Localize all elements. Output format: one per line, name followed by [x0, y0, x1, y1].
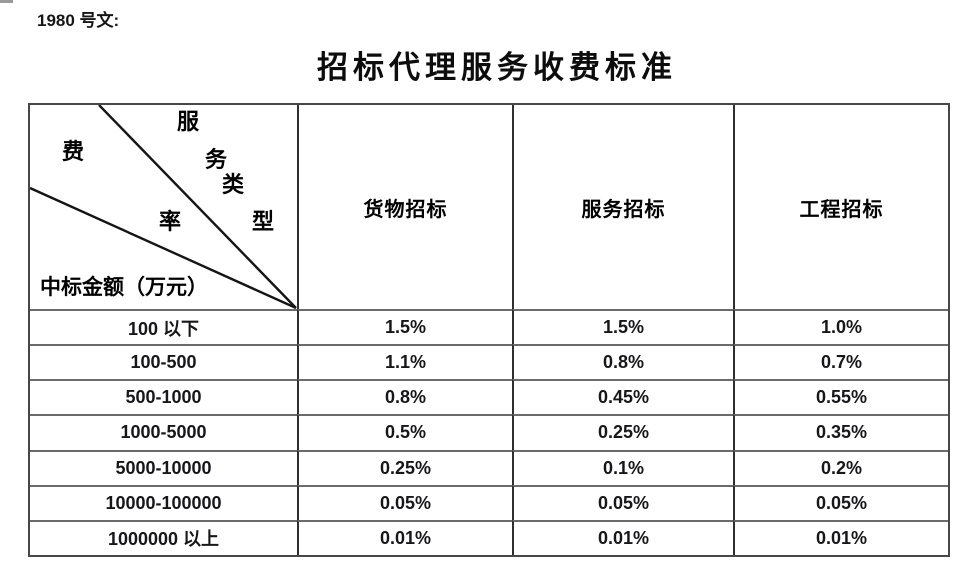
table-cell: 0.01%	[512, 519, 733, 555]
row-label: 100 以下	[30, 309, 297, 344]
table-cell: 0.55%	[733, 379, 948, 415]
diagonal-split-lines	[30, 105, 297, 309]
table-cell: 0.7%	[733, 344, 948, 380]
table-cell: 0.25%	[512, 414, 733, 450]
table-cell: 0.01%	[297, 519, 512, 555]
table-cell: 1.5%	[297, 309, 512, 345]
table-cell: 0.25%	[297, 449, 512, 485]
table-cell: 0.45%	[512, 379, 733, 415]
table-cell: 1.0%	[733, 309, 948, 345]
row-label: 500-1000	[30, 379, 297, 414]
corner-rate-char: 率	[159, 209, 182, 234]
row-label: 1000000 以上	[30, 519, 297, 555]
corner-service-type-char: 服	[177, 109, 200, 134]
column-header-service: 服务招标	[512, 105, 733, 309]
table-cell: 0.8%	[512, 344, 733, 380]
row-label: 100-500	[30, 344, 297, 379]
table-cell: 0.8%	[297, 379, 512, 415]
table-cell: 0.05%	[512, 484, 733, 520]
table-cell: 0.5%	[297, 414, 512, 450]
corner-service-type-char: 务	[205, 147, 228, 172]
column-header-engineering: 工程招标	[733, 105, 948, 309]
table-cell: 0.2%	[733, 449, 948, 485]
table-cell: 0.01%	[733, 519, 948, 555]
row-label: 10000-100000	[30, 484, 297, 520]
column-header-goods: 货物招标	[297, 105, 512, 309]
table-cell: 1.1%	[297, 344, 512, 380]
corner-service-type-char: 型	[252, 209, 275, 234]
table-cell: 0.35%	[733, 414, 948, 450]
row-label: 5000-10000	[30, 449, 297, 485]
fee-standard-table: 服 费 务 类 率 型 中标金额（万元） 货物招标 服务招标 工程招标 100 …	[28, 103, 950, 557]
corner-amount-label: 中标金额（万元）	[40, 275, 208, 299]
corner-service-type-char: 类	[222, 172, 245, 197]
row-label: 1000-5000	[30, 414, 297, 449]
diagonal-header-cell: 服 费 务 类 率 型 中标金额（万元）	[30, 105, 297, 309]
table-cell: 1.5%	[512, 309, 733, 345]
scan-edge-artifact	[0, 0, 13, 3]
doc-number-label: 1980 号文:	[37, 11, 120, 30]
table-cell: 0.05%	[297, 484, 512, 520]
page-title: 招标代理服务收费标准	[317, 50, 677, 85]
corner-rate-char: 费	[62, 139, 85, 164]
table-cell: 0.1%	[512, 449, 733, 485]
table-cell: 0.05%	[733, 484, 948, 520]
